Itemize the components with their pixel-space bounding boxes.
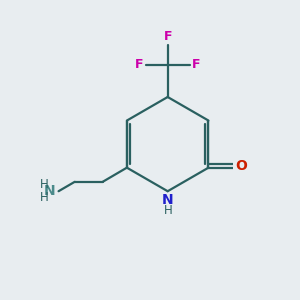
Text: N: N xyxy=(162,193,173,207)
Text: H: H xyxy=(40,178,49,191)
Text: F: F xyxy=(164,30,172,43)
Text: H: H xyxy=(164,204,172,217)
Text: O: O xyxy=(236,159,247,173)
Text: H: H xyxy=(40,191,49,204)
Text: F: F xyxy=(192,58,201,71)
Text: N: N xyxy=(44,184,55,198)
Text: F: F xyxy=(135,58,143,71)
